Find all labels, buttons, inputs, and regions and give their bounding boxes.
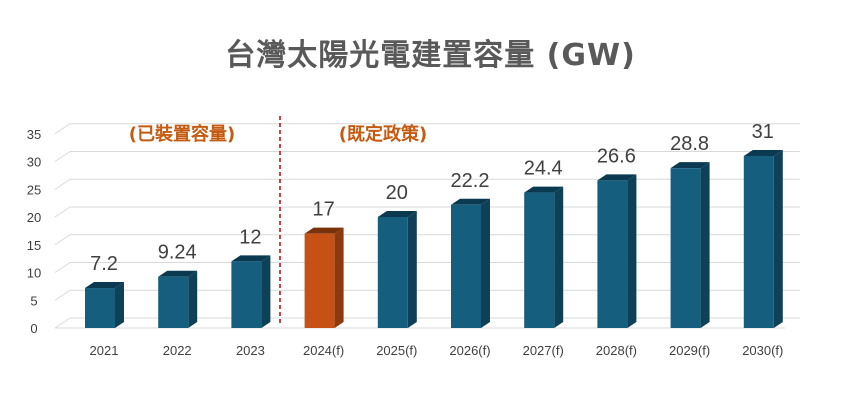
- y-tick-label: 25: [27, 182, 41, 197]
- x-tick-label: 2022: [163, 343, 192, 358]
- bar-top: [743, 149, 783, 156]
- bar: [524, 192, 555, 328]
- x-tick-label: 2026(f): [449, 343, 490, 358]
- y-tick-label: 0: [30, 321, 37, 336]
- bar: [231, 261, 262, 328]
- bar-top: [597, 174, 637, 181]
- data-label: 31: [752, 121, 774, 143]
- gridline-depth: [54, 317, 71, 329]
- data-label: 12: [239, 226, 261, 248]
- gridline-depth: [54, 234, 71, 246]
- y-tick-label: 20: [27, 210, 41, 225]
- data-label: 24.4: [524, 158, 563, 180]
- bar-top: [670, 162, 710, 169]
- x-tick-label: 2029(f): [669, 343, 710, 358]
- data-label: 26.6: [597, 145, 636, 167]
- chart-title: 台灣太陽光電建置容量 (GW): [225, 38, 636, 73]
- x-tick-label: 2027(f): [523, 343, 564, 358]
- data-label: 28.8: [670, 133, 709, 155]
- bar-side: [481, 198, 490, 328]
- bar-top: [524, 186, 564, 193]
- x-tick-label: 2028(f): [596, 343, 637, 358]
- y-tick-label: 5: [30, 293, 37, 308]
- gridline-depth: [54, 178, 71, 190]
- bar: [597, 180, 628, 328]
- gridline-depth: [54, 289, 71, 301]
- x-tick-label: 2024(f): [303, 343, 344, 358]
- annotation-policy: (既定政策): [339, 123, 427, 145]
- bar-top: [158, 270, 198, 277]
- gridline-depth: [54, 206, 71, 218]
- x-tick-label: 2021: [90, 343, 119, 358]
- bar-side: [773, 149, 783, 328]
- bar: [743, 155, 774, 328]
- bar: [304, 233, 335, 328]
- bar-side: [334, 227, 344, 328]
- bar-top: [451, 198, 490, 205]
- bar-top: [377, 211, 417, 217]
- bar: [670, 168, 701, 328]
- bar: [158, 276, 189, 328]
- bar-side: [627, 174, 637, 328]
- gridline-depth: [54, 151, 71, 162]
- annotation-installed: (已裝置容量): [129, 123, 235, 145]
- bar-side: [261, 255, 271, 328]
- bar-side: [188, 270, 198, 328]
- data-label: 22.2: [451, 170, 490, 192]
- bar: [85, 288, 115, 328]
- bar-side: [700, 162, 710, 328]
- y-tick-label: 30: [27, 155, 41, 170]
- gridline-depth: [54, 262, 71, 273]
- bar-side: [115, 282, 124, 328]
- data-label: 17: [312, 199, 334, 221]
- bar: [451, 204, 481, 328]
- bar-side: [554, 186, 564, 328]
- bar-top: [85, 282, 124, 289]
- x-tick-label: 2023: [236, 343, 265, 358]
- x-tick-label: 2030(f): [742, 343, 783, 358]
- data-label: 20: [386, 182, 408, 204]
- bar-top: [304, 227, 344, 234]
- bar-side: [407, 211, 417, 328]
- bar-top: [231, 255, 271, 262]
- gridline-depth: [54, 123, 71, 135]
- bar: [377, 217, 408, 328]
- y-tick-label: 35: [27, 127, 41, 142]
- y-tick-label: 15: [27, 238, 41, 253]
- data-label: 7.2: [90, 253, 118, 275]
- x-tick-label: 2025(f): [376, 343, 417, 358]
- y-tick-label: 10: [27, 266, 41, 281]
- data-label: 9.24: [158, 242, 197, 264]
